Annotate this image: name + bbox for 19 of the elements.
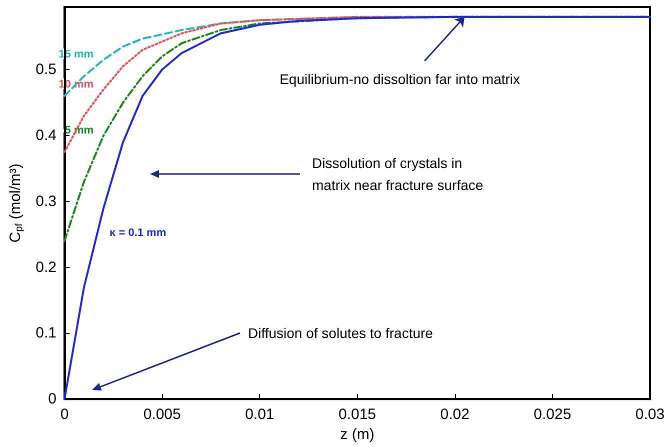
x-tick-label: 0.02 <box>440 406 470 424</box>
x-tick-label: 0.015 <box>338 406 376 424</box>
y-tick-label: 0 <box>48 390 56 408</box>
x-axis-title: z (m) <box>340 426 374 443</box>
y-tick-label: 0.2 <box>36 258 56 276</box>
y-axis-title: Cpf (mol/m³) <box>7 163 25 243</box>
x-tick-label: 0.03 <box>635 406 665 424</box>
annotation: Equilibrium-no dissoltion far into matrix <box>280 70 520 87</box>
x-tick-label: 0 <box>60 406 69 424</box>
series-label: κ = 0.1 mm <box>110 226 166 239</box>
y-tick-label: 0.5 <box>36 61 56 78</box>
x-tick-label: 0.005 <box>143 406 181 424</box>
y-tick-label: 0.1 <box>36 324 56 342</box>
y-tick-label: 0.4 <box>36 127 56 144</box>
x-tick-label: 0.01 <box>245 406 274 424</box>
annotation: Dissolution of crystals in matrix near fracture surface <box>312 155 484 193</box>
y-tick-label: 0.3 <box>36 192 56 210</box>
annotation: Diffusion of solutes to fracture <box>248 325 434 341</box>
x-tick-label: 0.025 <box>534 406 572 424</box>
